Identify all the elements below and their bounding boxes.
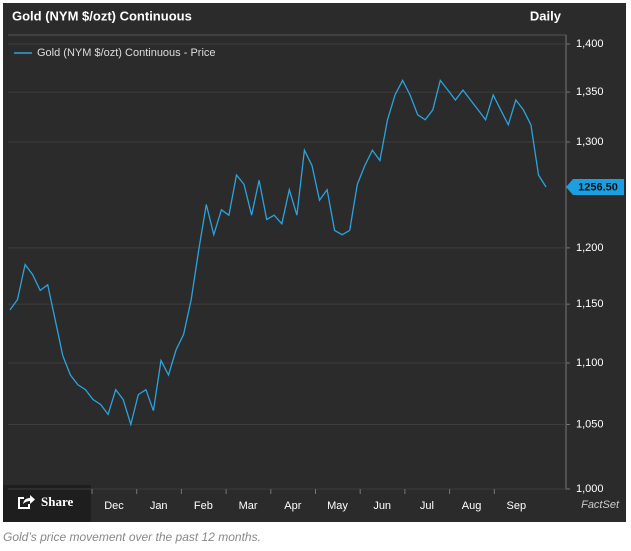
share-icon — [18, 495, 35, 509]
x-tick-label: Jul — [420, 500, 434, 512]
x-tick-label: Aug — [462, 500, 482, 512]
x-tick-label: Sep — [507, 500, 527, 512]
y-tick-label: 1,300 — [576, 136, 604, 148]
y-tick-label: 1,200 — [576, 242, 604, 254]
chart-background — [3, 3, 626, 522]
x-tick-label: Dec — [104, 500, 124, 512]
share-button[interactable]: Share — [3, 485, 91, 522]
x-tick-label: Mar — [239, 500, 258, 512]
y-tick-label: 1,150 — [576, 298, 604, 310]
x-tick-label: May — [327, 500, 348, 512]
price-line — [9, 78, 547, 427]
legend-label: Gold (NYM $/ozt) Continuous - Price — [37, 47, 216, 59]
frequency: Daily — [530, 8, 562, 23]
price-tag — [566, 179, 624, 196]
x-tick-label: Apr — [284, 500, 301, 512]
y-tick-label: 1,350 — [576, 86, 604, 98]
x-tick-label: Jan — [150, 500, 168, 512]
chart-title: Gold (NYM $/ozt) Continuous — [12, 8, 192, 23]
x-tick-label: Feb — [194, 500, 213, 512]
y-tick-label: 1,000 — [576, 483, 604, 495]
share-background[interactable] — [3, 485, 91, 522]
y-tick-label: 1,050 — [576, 418, 604, 430]
price-tag-label: 1256.50 — [578, 181, 618, 193]
x-tick-label: Jun — [373, 500, 391, 512]
y-tick-label: 1,100 — [576, 357, 604, 369]
y-tick-label: 1,400 — [576, 38, 604, 50]
share-label: Share — [41, 494, 73, 509]
source: FactSet — [581, 499, 620, 511]
caption: Gold’s price movement over the past 12 m… — [3, 530, 261, 544]
